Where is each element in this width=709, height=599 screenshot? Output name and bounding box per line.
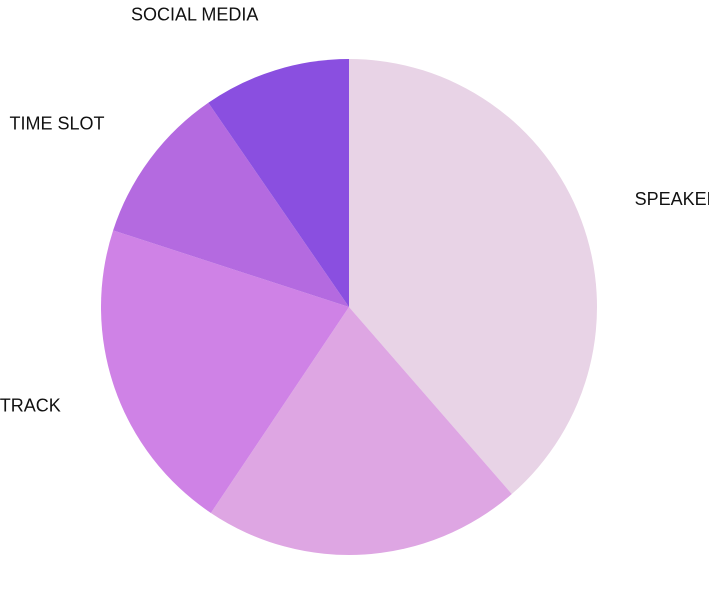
- pie-slice-time-slot: [113, 102, 349, 307]
- pie-slice-trends: [210, 307, 512, 555]
- pie-label-speaker: SPEAKER: [635, 189, 709, 209]
- pie-slice-speaker: [349, 59, 597, 495]
- pie-slice-track: [100, 230, 349, 513]
- pie-label-social-media: SOCIAL MEDIA: [131, 5, 258, 25]
- pie-slice-social-media: [208, 59, 349, 307]
- pie-slices: [100, 59, 597, 555]
- pie-label-time-slot: TIME SLOT: [10, 113, 105, 133]
- pie-label-track: TRACK: [0, 395, 61, 415]
